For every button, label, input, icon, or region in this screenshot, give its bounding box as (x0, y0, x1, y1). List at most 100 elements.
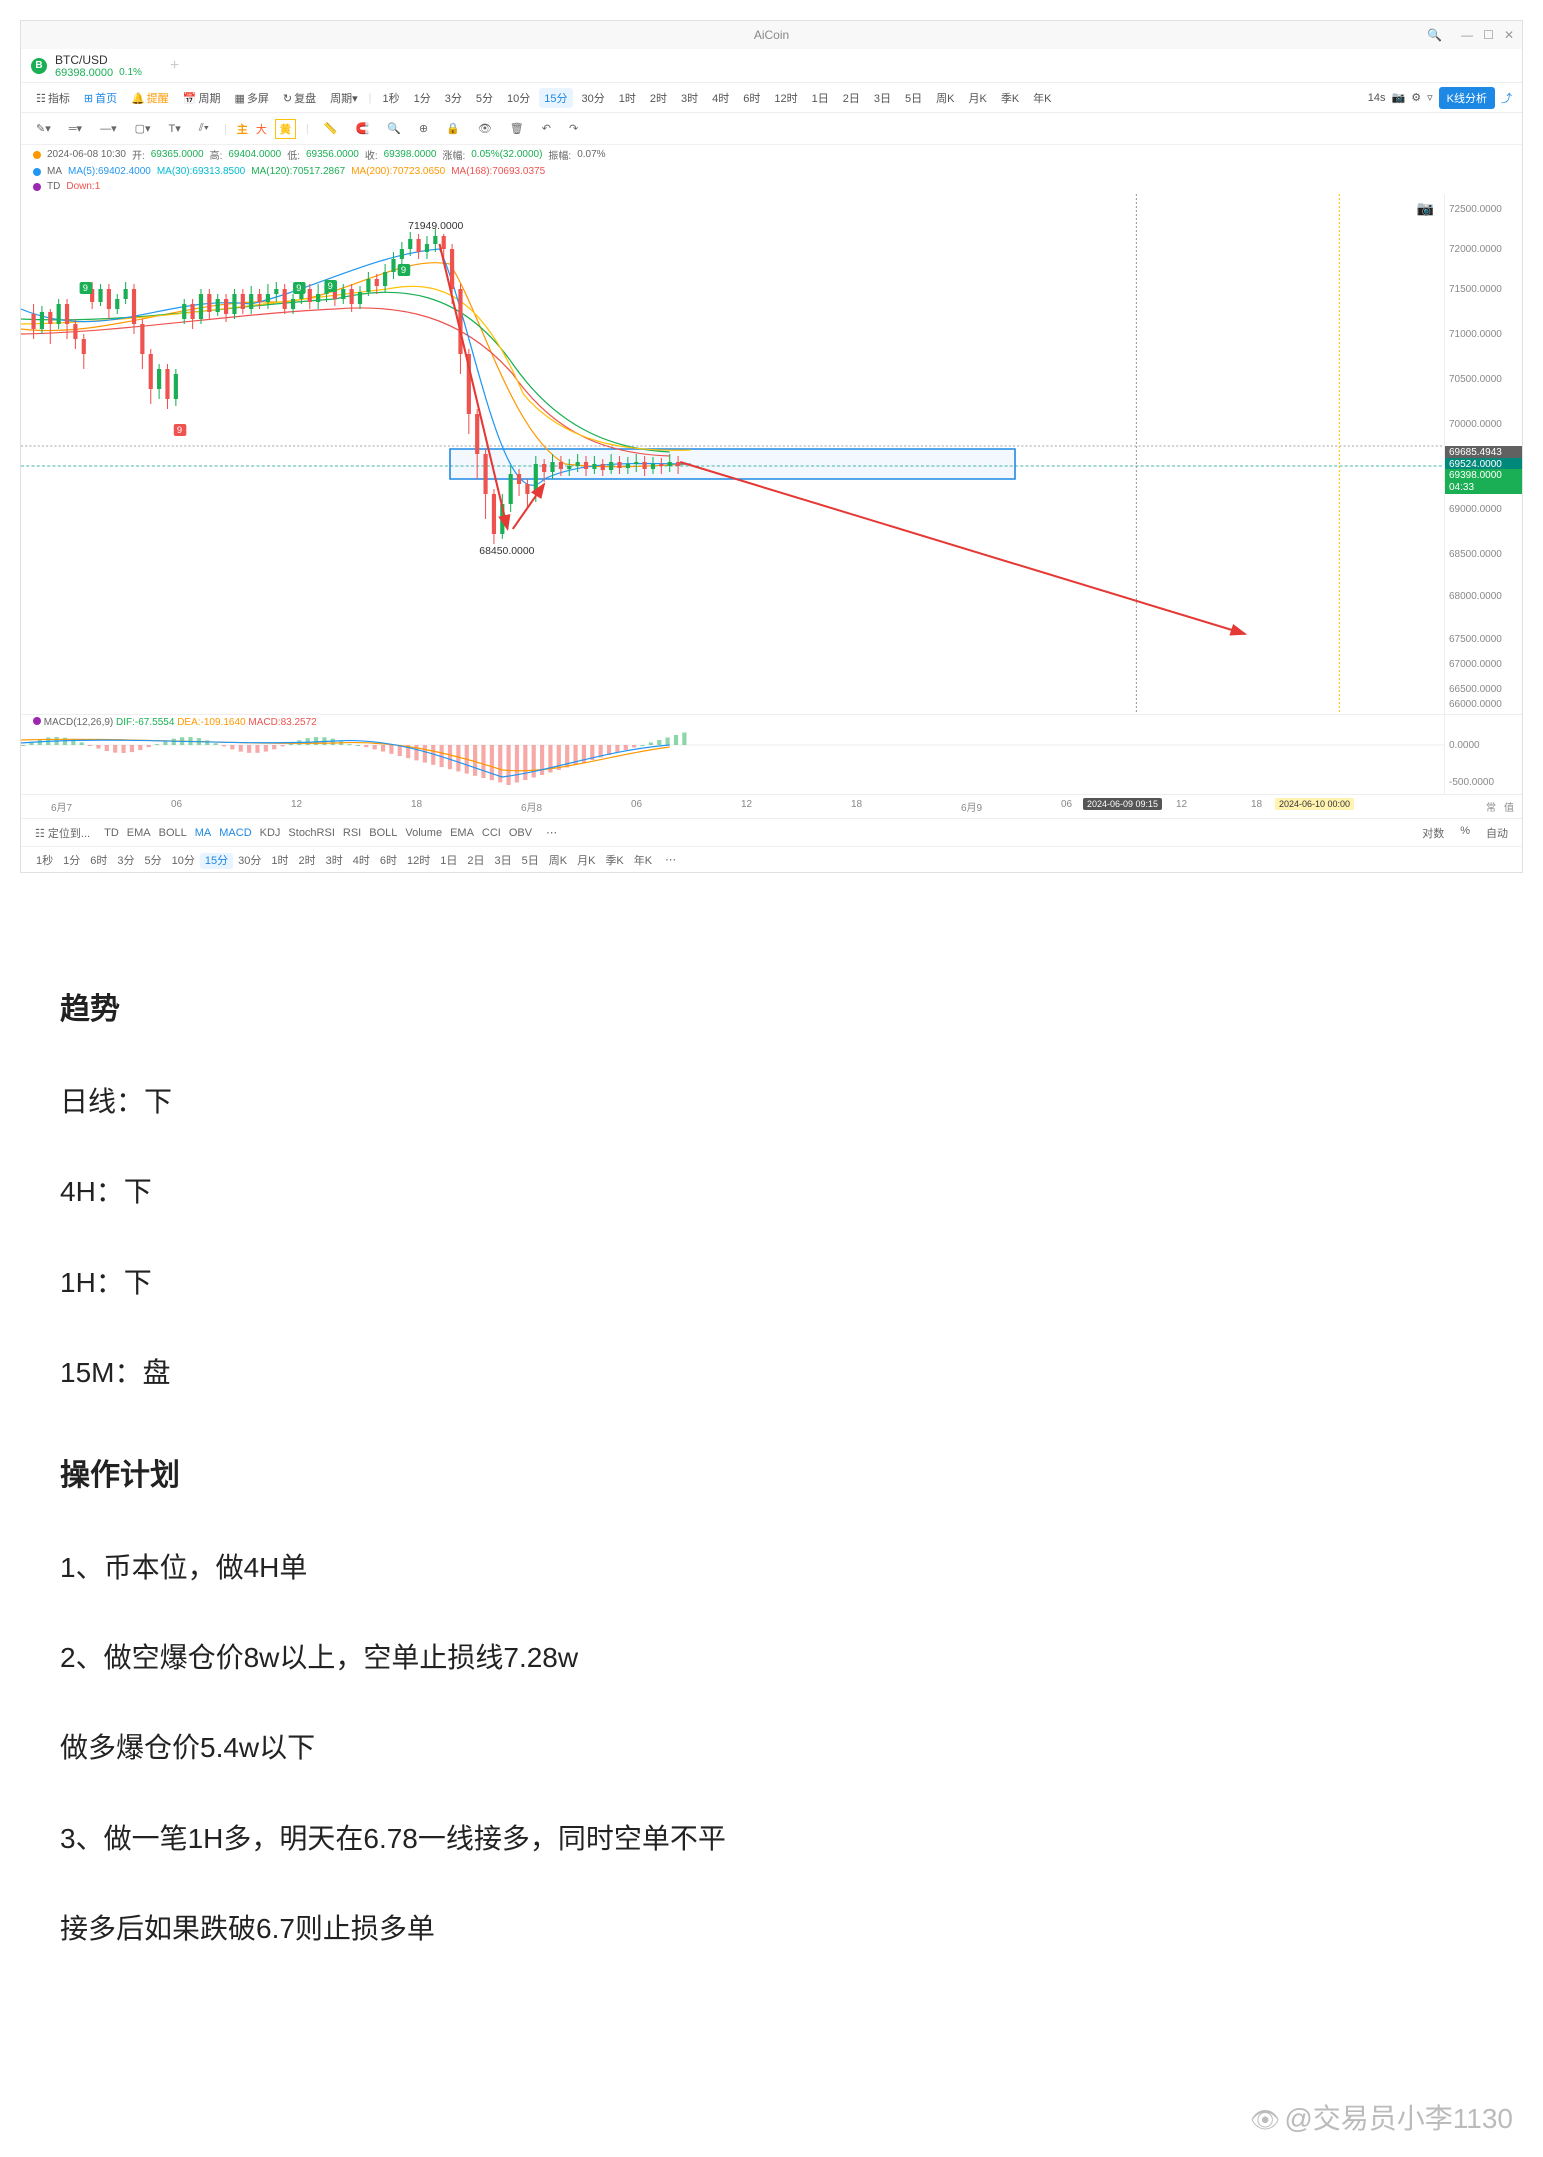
tf-3m[interactable]: 3分 (440, 88, 467, 108)
auto-button[interactable]: 自动 (1482, 823, 1512, 843)
chart-region[interactable]: 📷 9 (21, 194, 1522, 714)
indicator-item[interactable]: KDJ (256, 825, 285, 841)
indicator-item[interactable]: TD (100, 825, 123, 841)
indicator-item[interactable]: MACD (215, 825, 255, 841)
tf-wk[interactable]: 周K (931, 88, 959, 108)
line-icon[interactable]: ═▾ (64, 119, 87, 138)
minimize-icon[interactable]: — (1461, 28, 1473, 42)
indicator-item[interactable]: RSI (339, 825, 365, 841)
magnet-icon[interactable]: 🧲 (350, 119, 374, 138)
indicator-item[interactable]: BOLL (365, 825, 401, 841)
tf-10m[interactable]: 10分 (502, 88, 535, 108)
rect-icon[interactable]: ▢▾ (130, 119, 156, 138)
filter-icon[interactable]: ▿ (1427, 91, 1433, 104)
lock-icon[interactable]: 🔒 (441, 119, 465, 138)
tf-1h[interactable]: 1时 (614, 88, 641, 108)
snapshot-icon[interactable]: 📷 (1417, 200, 1434, 217)
tf-bottom-item[interactable]: 30分 (233, 853, 266, 869)
indicator-item[interactable]: OBV (505, 825, 536, 841)
tf-12h[interactable]: 12时 (769, 88, 802, 108)
indicator-item[interactable]: MA (191, 825, 216, 841)
tf-2d[interactable]: 2日 (838, 88, 865, 108)
redo-icon[interactable]: ↷ (564, 119, 583, 138)
tf-1m[interactable]: 1分 (409, 88, 436, 108)
tf-bottom-item[interactable]: 6时 (85, 853, 112, 869)
trend-icon[interactable]: —▾ (95, 119, 122, 138)
huang-button[interactable]: 黄 (275, 119, 296, 139)
tf-bottom-item[interactable]: 1日 (435, 853, 462, 869)
tf-30m[interactable]: 30分 (577, 88, 610, 108)
tf-3d[interactable]: 3日 (869, 88, 896, 108)
macd-region[interactable]: MACD(12,26,9) DIF:-67.5554 DEA:-109.1640… (21, 714, 1522, 794)
tf-bottom-item[interactable]: 1时 (266, 853, 293, 869)
multiscreen-button[interactable]: ▦多屏 (230, 88, 274, 108)
tf-mk[interactable]: 月K (963, 88, 991, 108)
fib-icon[interactable]: ⫽▾ (194, 119, 214, 138)
tf-bottom-item[interactable]: 5分 (140, 853, 167, 869)
locate-button[interactable]: ☷ 定位到... (31, 823, 94, 843)
tf-bottom-item[interactable]: 季K (600, 853, 628, 869)
tf-bottom-item[interactable]: 4时 (348, 853, 375, 869)
tf-yk[interactable]: 年K (1028, 88, 1056, 108)
tf-bottom-item[interactable]: 周K (544, 853, 572, 869)
tf-1d[interactable]: 1日 (807, 88, 834, 108)
tf-bottom-item[interactable]: 年K (629, 853, 657, 869)
tf-bottom-item[interactable]: 3日 (490, 853, 517, 869)
period-button[interactable]: 周期▾ (325, 88, 363, 108)
indicator-item[interactable]: EMA (123, 825, 155, 841)
indicator-item[interactable]: EMA (446, 825, 478, 841)
percent-button[interactable]: % (1456, 823, 1474, 843)
zhu-button[interactable]: 主 (237, 121, 248, 137)
tf-6h[interactable]: 6时 (738, 88, 765, 108)
pencil-icon[interactable]: ✎▾ (31, 119, 56, 138)
symbol-tab[interactable]: BTC/USD 69398.0000 0.1% (55, 53, 142, 79)
zoom-icon[interactable]: ⊕ (414, 119, 433, 138)
cycle-button[interactable]: 📅周期 (178, 88, 226, 108)
tf-bottom-item[interactable]: 1秒 (31, 853, 58, 869)
tf-bottom-item[interactable]: 10分 (167, 853, 200, 869)
share-icon[interactable]: ⤴ (1501, 90, 1512, 106)
tf-4h[interactable]: 4时 (707, 88, 734, 108)
tf-15m[interactable]: 15分 (539, 88, 572, 108)
tf-more-icon[interactable]: ⋯ (661, 851, 680, 868)
add-tab-icon[interactable]: + (170, 57, 179, 75)
settings-icon[interactable]: ⚙ (1411, 91, 1421, 104)
tf-bottom-item[interactable]: 3时 (321, 853, 348, 869)
home-button[interactable]: ⊞首页 (79, 88, 122, 108)
tf-bottom-item[interactable]: 15分 (200, 853, 233, 869)
tf-bottom-item[interactable]: 6时 (375, 853, 402, 869)
camera-icon[interactable]: 📷 (1392, 91, 1406, 104)
maximize-icon[interactable]: ☐ (1483, 28, 1494, 42)
alert-button[interactable]: 🔔提醒 (126, 88, 174, 108)
da-button[interactable]: 大 (256, 121, 267, 137)
tf-5m[interactable]: 5分 (471, 88, 498, 108)
tf-1s[interactable]: 1秒 (378, 88, 405, 108)
eye-icon[interactable]: 👁 (473, 119, 497, 138)
tf-2h[interactable]: 2时 (645, 88, 672, 108)
replay-button[interactable]: ↻复盘 (278, 88, 321, 108)
chart-canvas[interactable]: 📷 9 (21, 194, 1444, 714)
indicator-item[interactable]: StochRSI (284, 825, 338, 841)
text-icon[interactable]: T▾ (164, 119, 186, 138)
ruler-icon[interactable]: 📏 (319, 119, 343, 138)
indicator-item[interactable]: BOLL (155, 825, 191, 841)
search-icon[interactable]: 🔍 (1427, 28, 1442, 42)
tf-bottom-item[interactable]: 1分 (58, 853, 85, 869)
tf-3h[interactable]: 3时 (676, 88, 703, 108)
close-icon[interactable]: ✕ (1504, 28, 1514, 42)
indicator-button[interactable]: ☷指标 (31, 88, 75, 108)
tf-bottom-item[interactable]: 2时 (294, 853, 321, 869)
log-scale-button[interactable]: 对数 (1418, 823, 1448, 843)
tf-bottom-item[interactable]: 月K (572, 853, 600, 869)
tf-5d[interactable]: 5日 (900, 88, 927, 108)
search-draw-icon[interactable]: 🔍 (382, 119, 406, 138)
trash-icon[interactable]: 🗑 (505, 119, 529, 138)
more-icon[interactable]: ⋯ (542, 824, 561, 841)
tf-bottom-item[interactable]: 3分 (112, 853, 139, 869)
undo-icon[interactable]: ↶ (537, 119, 556, 138)
tf-bottom-item[interactable]: 5日 (517, 853, 544, 869)
tf-qk[interactable]: 季K (996, 88, 1024, 108)
analysis-button[interactable]: K线分析 (1439, 87, 1495, 109)
indicator-item[interactable]: Volume (401, 825, 446, 841)
tf-bottom-item[interactable]: 12时 (402, 853, 435, 869)
